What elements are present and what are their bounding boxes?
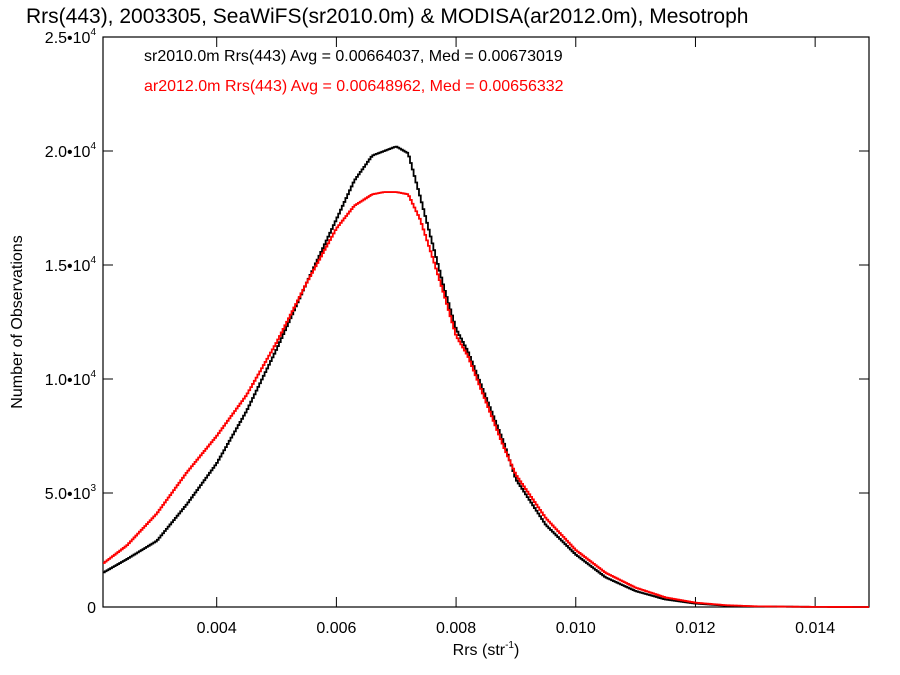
x-tick-label: 0.010 — [556, 620, 596, 637]
legend-entry-2: ar2012.0m Rrs(443) Avg = 0.00648962, Med… — [144, 78, 564, 95]
x-tick-label: 0.004 — [197, 620, 237, 637]
series-line-1 — [103, 145, 869, 608]
x-tick-label: 0.012 — [675, 620, 715, 637]
series-layer — [103, 145, 869, 608]
plot-frame — [102, 36, 870, 608]
y-tick-label: 1.0•104 — [45, 369, 97, 389]
y-tick-label: 1.5•104 — [45, 255, 97, 275]
y-tick-label: 2.0•104 — [45, 141, 97, 161]
x-tick-label: 0.006 — [316, 620, 356, 637]
y-axis-label: Number of Observations — [9, 235, 26, 408]
series-line-2 — [103, 191, 869, 608]
x-tick-label: 0.014 — [795, 620, 835, 637]
x-axis-label: Rrs (str-1) — [453, 640, 520, 659]
y-tick-label: 5.0•103 — [45, 483, 97, 503]
y-tick-label: 2.5•104 — [45, 27, 97, 47]
legend-entry-1: sr2010.0m Rrs(443) Avg = 0.00664037, Med… — [144, 48, 563, 65]
y-axis: 0 5.0•103 1.0•104 1.5•104 2.0•104 2.5•104 — [45, 27, 869, 617]
y-tick-label: 0 — [87, 600, 96, 617]
x-tick-label: 0.008 — [436, 620, 476, 637]
legend: sr2010.0m Rrs(443) Avg = 0.00664037, Med… — [144, 48, 564, 95]
chart-title: Rrs(443), 2003305, SeaWiFS(sr2010.0m) & … — [26, 5, 748, 28]
x-axis: 0.004 0.006 0.008 0.010 0.012 0.014 — [197, 37, 835, 637]
